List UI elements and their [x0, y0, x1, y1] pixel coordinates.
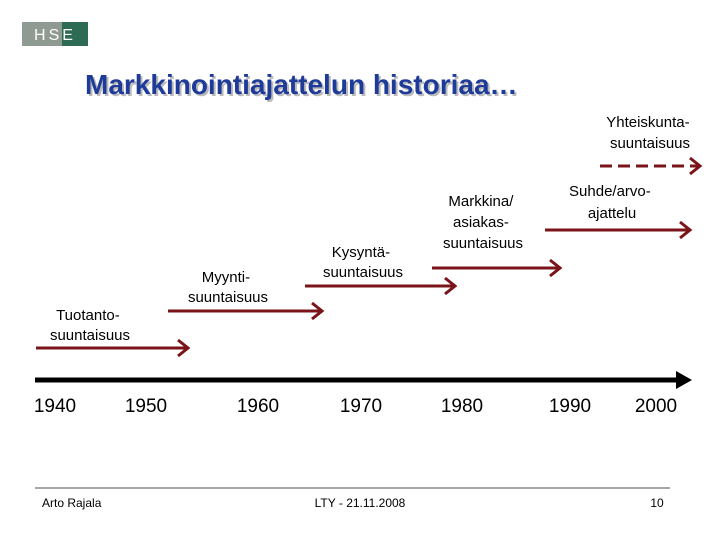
label-line: suuntaisuus	[188, 289, 268, 306]
stage-label: Yhteiskunta- suuntaisuus	[606, 114, 694, 152]
label-line: suuntaisuus	[323, 264, 403, 281]
stage-label: Myynti- suuntaisuus	[188, 269, 268, 306]
label-line: suuntaisuus	[443, 235, 523, 252]
stage-label: Markkina/ asiakas- suuntaisuus	[443, 193, 523, 252]
footer-author: Arto Rajala	[42, 496, 102, 510]
title: Markkinointiajattelun historiaa…	[85, 69, 518, 100]
stage-label: Tuotanto- suuntaisuus	[50, 307, 130, 344]
year-label: 2000	[635, 396, 677, 417]
timeline	[35, 371, 692, 389]
logo-box-accent	[62, 22, 88, 46]
logo: HSE	[22, 22, 88, 46]
page-number: 10	[650, 496, 664, 510]
stage-arrow	[545, 220, 693, 240]
label-line: asiakas-	[453, 214, 509, 231]
stage-arrow-dashed	[600, 156, 703, 176]
label-line: Myynti-	[202, 269, 250, 286]
label-line: Yhteiskunta-	[606, 114, 689, 131]
label-line: Tuotanto-	[56, 307, 120, 324]
stage-label: Suhde/arvo- ajattelu	[569, 183, 655, 222]
year-label: 1960	[237, 396, 279, 417]
stage-arrow	[36, 338, 191, 358]
year-label: 1940	[34, 396, 76, 417]
year-label: 1990	[549, 396, 591, 417]
label-line: suuntaisuus	[610, 135, 690, 152]
label-line: Kysyntä-	[332, 244, 390, 261]
title-shadow: Markkinointiajattelun historiaa…	[87, 71, 520, 102]
label-line: ajattelu	[588, 205, 636, 222]
stage-arrow	[432, 258, 563, 278]
logo-text: HSE	[34, 27, 76, 44]
label-line: suuntaisuus	[50, 327, 130, 344]
year-label: 1980	[441, 396, 483, 417]
stage-arrow	[168, 301, 325, 321]
label-line: Suhde/arvo-	[569, 183, 651, 200]
year-label: 1950	[125, 396, 167, 417]
stage-arrow	[305, 276, 458, 296]
footer-date: LTY - 21.11.2008	[315, 496, 406, 510]
stage-label: Kysyntä- suuntaisuus	[323, 244, 403, 281]
year-label: 1970	[340, 396, 382, 417]
label-line: Markkina/	[448, 193, 514, 210]
